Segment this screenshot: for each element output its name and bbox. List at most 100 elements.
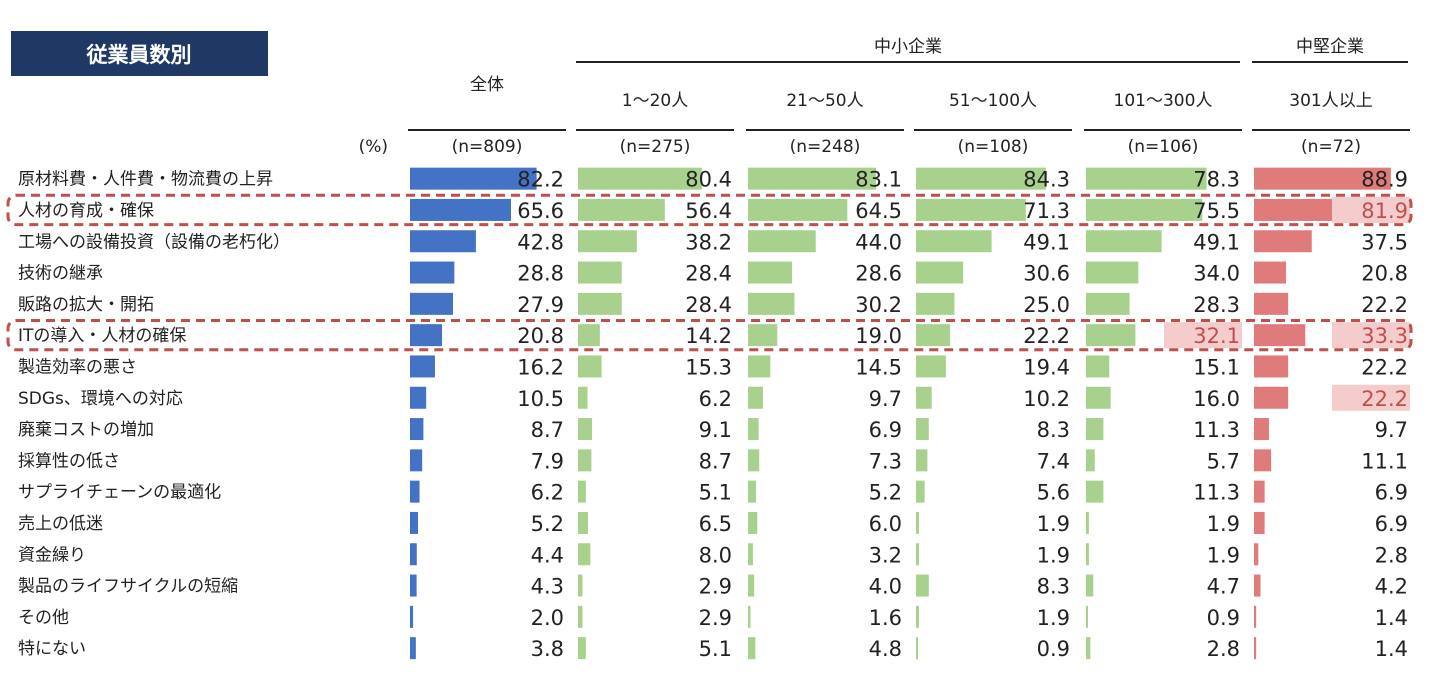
value-label: 4.8 <box>869 637 902 661</box>
bar <box>748 637 756 660</box>
bar <box>748 386 763 409</box>
highlight-boxes <box>6 193 1413 352</box>
bar <box>1086 292 1130 315</box>
value-label: 28.4 <box>685 293 732 317</box>
value-label: 10.2 <box>1023 387 1070 411</box>
value-label: 1.9 <box>1207 512 1240 536</box>
bar <box>1254 543 1259 566</box>
table-row: 製造効率の悪さ 16.2 15.3 14.5 19.4 15.1 22.2 <box>18 355 1408 379</box>
value-label: 11.3 <box>1193 418 1240 442</box>
bar <box>1086 355 1110 378</box>
bar <box>1254 167 1391 190</box>
value-label: 22.2 <box>1361 355 1408 379</box>
bar <box>578 167 702 190</box>
row-label: ITの導入・人材の確保 <box>18 326 186 346</box>
table-row: 廃棄コストの増加 8.7 9.1 6.9 8.3 11.3 9.7 <box>18 418 1408 442</box>
bar <box>1086 230 1162 253</box>
bar <box>1086 261 1139 284</box>
bar <box>748 324 778 347</box>
bar <box>1254 324 1306 347</box>
bar <box>1086 449 1095 472</box>
table-row: ITの導入・人材の確保 20.8 14.2 19.0 22.2 32.1 33.3 <box>18 322 1410 349</box>
bar <box>916 198 1026 221</box>
value-label: 3.8 <box>531 637 564 661</box>
bar <box>410 324 443 347</box>
bar <box>410 511 419 534</box>
column-header-4: 101～300人 <box>1114 91 1213 111</box>
bar <box>1086 637 1091 660</box>
value-label: 78.3 <box>1193 168 1240 192</box>
bar <box>1086 574 1094 597</box>
value-label: 8.7 <box>699 449 732 473</box>
bar <box>410 198 512 221</box>
value-label: 30.2 <box>855 293 902 317</box>
bar <box>410 605 414 628</box>
value-label: 56.4 <box>685 199 732 223</box>
value-label: 32.1 <box>1193 324 1240 348</box>
chart-title: 従業員数別 <box>86 43 192 67</box>
bar <box>748 230 816 253</box>
bar <box>1086 511 1089 534</box>
table-row: 人材の育成・確保 65.6 56.4 64.5 71.3 75.5 81.9 <box>18 196 1410 223</box>
column-n-4: (n=106) <box>1128 137 1199 157</box>
value-label: 6.5 <box>699 512 732 536</box>
value-label: 6.9 <box>1375 481 1408 505</box>
column-n-5: (n=72) <box>1301 137 1361 157</box>
value-label: 2.9 <box>699 575 732 599</box>
column-header-0: 全体 <box>470 75 504 95</box>
value-label: 28.3 <box>1193 293 1240 317</box>
table-row: 資金繰り 4.4 8.0 3.2 1.9 1.9 2.8 <box>18 543 1408 567</box>
bar <box>578 261 622 284</box>
bar <box>410 230 476 253</box>
table-row: 採算性の低さ 7.9 8.7 7.3 7.4 5.7 11.1 <box>18 449 1408 473</box>
value-label: 16.2 <box>517 355 564 379</box>
row-label: その他 <box>18 608 69 628</box>
bar <box>1254 449 1272 472</box>
bar <box>410 480 420 503</box>
value-label: 38.2 <box>685 230 732 254</box>
bar <box>1254 418 1269 441</box>
table-row: 工場への設備投資（設備の老朽化） 42.8 38.2 44.0 49.1 49.1 37.5 <box>18 230 1408 254</box>
bar <box>916 511 919 534</box>
value-label: 7.9 <box>531 449 564 473</box>
value-label: 9.7 <box>1375 418 1408 442</box>
value-label: 1.6 <box>869 606 902 630</box>
value-highlight <box>1164 322 1242 349</box>
value-label: 49.1 <box>1193 230 1240 254</box>
bar <box>578 230 637 253</box>
dashed-highlight-box <box>6 319 1413 352</box>
bar <box>1086 198 1203 221</box>
value-label: 28.8 <box>517 262 564 286</box>
value-label: 65.6 <box>517 199 564 223</box>
bar <box>578 543 591 566</box>
value-label: 4.0 <box>869 575 902 599</box>
bar <box>1086 480 1104 503</box>
column-n-0: (n=809) <box>452 137 523 157</box>
value-label: 22.2 <box>1361 293 1408 317</box>
value-label: 19.0 <box>855 324 902 348</box>
value-label: 71.3 <box>1023 199 1070 223</box>
value-label: 15.3 <box>685 355 732 379</box>
bar <box>748 418 759 441</box>
bar <box>916 418 929 441</box>
value-label: 2.9 <box>699 606 732 630</box>
bar <box>578 605 583 628</box>
value-label: 1.9 <box>1207 543 1240 567</box>
value-label: 4.4 <box>531 543 564 567</box>
value-label: 1.4 <box>1375 606 1408 630</box>
unit-label: (%) <box>359 137 388 157</box>
value-label: 22.2 <box>1361 387 1408 411</box>
value-label: 6.0 <box>869 512 902 536</box>
value-label: 8.3 <box>1037 575 1070 599</box>
value-label: 5.1 <box>699 481 732 505</box>
value-label: 22.2 <box>1023 324 1070 348</box>
value-label: 25.0 <box>1023 293 1070 317</box>
value-highlight <box>1332 322 1410 349</box>
bar <box>748 198 848 221</box>
bar <box>916 230 992 253</box>
bar <box>916 637 918 660</box>
value-label: 2.8 <box>1375 543 1408 567</box>
row-label: 技術の継承 <box>18 264 103 284</box>
group-label-sme: 中小企業 <box>874 37 942 57</box>
bar <box>410 637 416 660</box>
